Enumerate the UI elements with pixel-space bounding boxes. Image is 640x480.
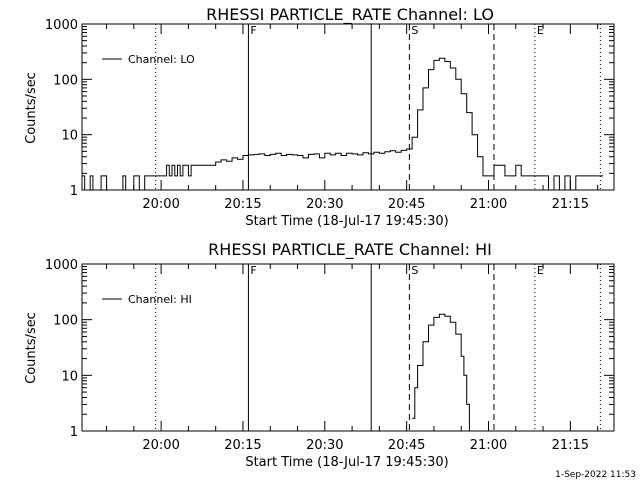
x-tick-label: 20:00 — [142, 197, 179, 212]
marker-label: S — [411, 24, 418, 37]
legend-entry: Channel: LO — [128, 53, 195, 66]
y-axis-label: Counts/sec — [24, 72, 39, 144]
marker-label: E — [537, 264, 544, 277]
chart-panel-hi: RHESSI PARTICLE_RATE Channel: HI Start T… — [24, 240, 615, 470]
x-axis-label: Start Time (18-Jul-17 19:45:30) — [245, 214, 448, 229]
chart-marks: 1 10 100 1000 20:00 20:15 20:30 20:45 21:00 21:15… — [45, 18, 614, 212]
x-tick-label: 20:30 — [306, 438, 343, 453]
y-tick-label: 100 — [53, 314, 78, 329]
plot-frame — [81, 23, 615, 191]
plot-frame — [81, 263, 615, 432]
chart-title: RHESSI PARTICLE_RATE Channel: HI — [208, 240, 492, 260]
chart-title: RHESSI PARTICLE_RATE Channel: LO — [206, 5, 494, 25]
y-axis-label: Counts/sec — [24, 312, 39, 384]
series-line — [82, 57, 604, 191]
marker-label: E — [537, 24, 544, 37]
y-tick-label: 1 — [70, 425, 78, 440]
x-tick-label: 20:15 — [224, 438, 261, 453]
y-tick-label: 10 — [61, 369, 78, 384]
marker-label: F — [250, 24, 256, 37]
x-tick-label: 21:00 — [470, 197, 507, 212]
x-tick-label: 21:15 — [552, 197, 589, 212]
x-tick-label: 20:00 — [142, 438, 179, 453]
x-tick-label: 20:45 — [388, 197, 425, 212]
chart-marks: 1 10 100 1000 20:00 20:15 20:30 20:45 21:00 21:15… — [45, 258, 614, 453]
series-line — [412, 313, 470, 431]
timestamp: 1-Sep-2022 11:53 — [555, 470, 636, 480]
marker-label: S — [411, 264, 418, 277]
x-tick-label: 21:00 — [470, 438, 507, 453]
x-tick-label: 20:45 — [388, 438, 425, 453]
legend-entry: Channel: HI — [128, 293, 192, 306]
y-tick-label: 1 — [70, 184, 78, 199]
legend: Channel: LO — [102, 53, 195, 66]
legend: Channel: HI — [102, 293, 192, 306]
y-tick-label: 1000 — [45, 258, 78, 273]
y-tick-label: 100 — [53, 73, 78, 88]
y-tick-label: 10 — [61, 129, 78, 144]
x-tick-label: 20:15 — [224, 197, 261, 212]
marker-label: F — [250, 264, 256, 277]
y-tick-label: 1000 — [45, 18, 78, 33]
x-tick-label: 21:15 — [552, 438, 589, 453]
x-axis-label: Start Time (18-Jul-17 19:45:30) — [245, 455, 448, 470]
x-tick-label: 20:30 — [306, 197, 343, 212]
chart-panel-lo: RHESSI PARTICLE_RATE Channel: LO Start T… — [24, 5, 615, 229]
